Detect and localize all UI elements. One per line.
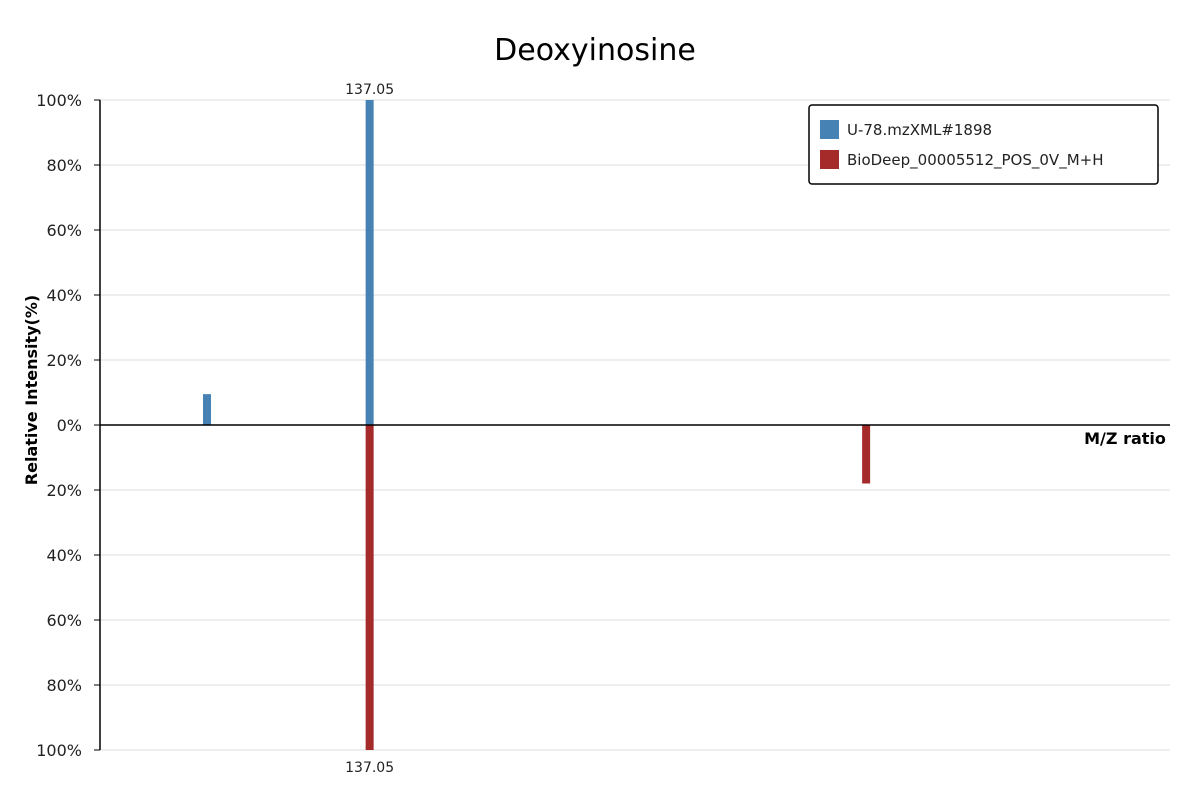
- peak-label: 137.05: [345, 82, 394, 98]
- y-ticks: 100% 80% 60% 40% 20% 0% 20% 40% 60% 80% 100%: [36, 91, 100, 760]
- peak-bar: [365, 100, 374, 425]
- legend-entry: BioDeep_00005512_POS_0V_M+H: [847, 151, 1103, 170]
- chart-title: Deoxyinosine: [494, 33, 696, 68]
- legend-swatch: [820, 150, 839, 169]
- y-tick-label: 20%: [46, 351, 82, 370]
- peak-label: 137.05: [345, 760, 394, 776]
- y-tick-label: 20%: [46, 481, 82, 500]
- peak-bar: [203, 394, 211, 425]
- grid-lines: [100, 99, 1170, 751]
- y-tick-label: 60%: [46, 221, 82, 240]
- y-tick-label: 100%: [36, 91, 82, 110]
- legend-swatch: [820, 120, 839, 139]
- axes: [99, 100, 1170, 750]
- x-axis-label: M/Z ratio: [1084, 429, 1166, 448]
- peak-bar: [365, 425, 374, 750]
- legend-box: [808, 104, 1159, 185]
- y-tick-label: 0%: [57, 416, 82, 435]
- y-tick-label: 80%: [46, 156, 82, 175]
- legend-entry: U-78.mzXML#1898: [847, 121, 992, 139]
- y-axis-label: Relative Intensity(%): [22, 295, 41, 485]
- y-tick-label: 40%: [46, 286, 82, 305]
- y-tick-label: 40%: [46, 546, 82, 565]
- y-tick-label: 100%: [36, 741, 82, 760]
- peak-bar: [862, 425, 871, 484]
- legend: U-78.mzXML#1898 BioDeep_00005512_POS_0V_M…: [808, 104, 1159, 185]
- y-tick-label: 80%: [46, 676, 82, 695]
- peak-bars: 137.05 137.05: [203, 82, 871, 776]
- y-tick-label: 60%: [46, 611, 82, 630]
